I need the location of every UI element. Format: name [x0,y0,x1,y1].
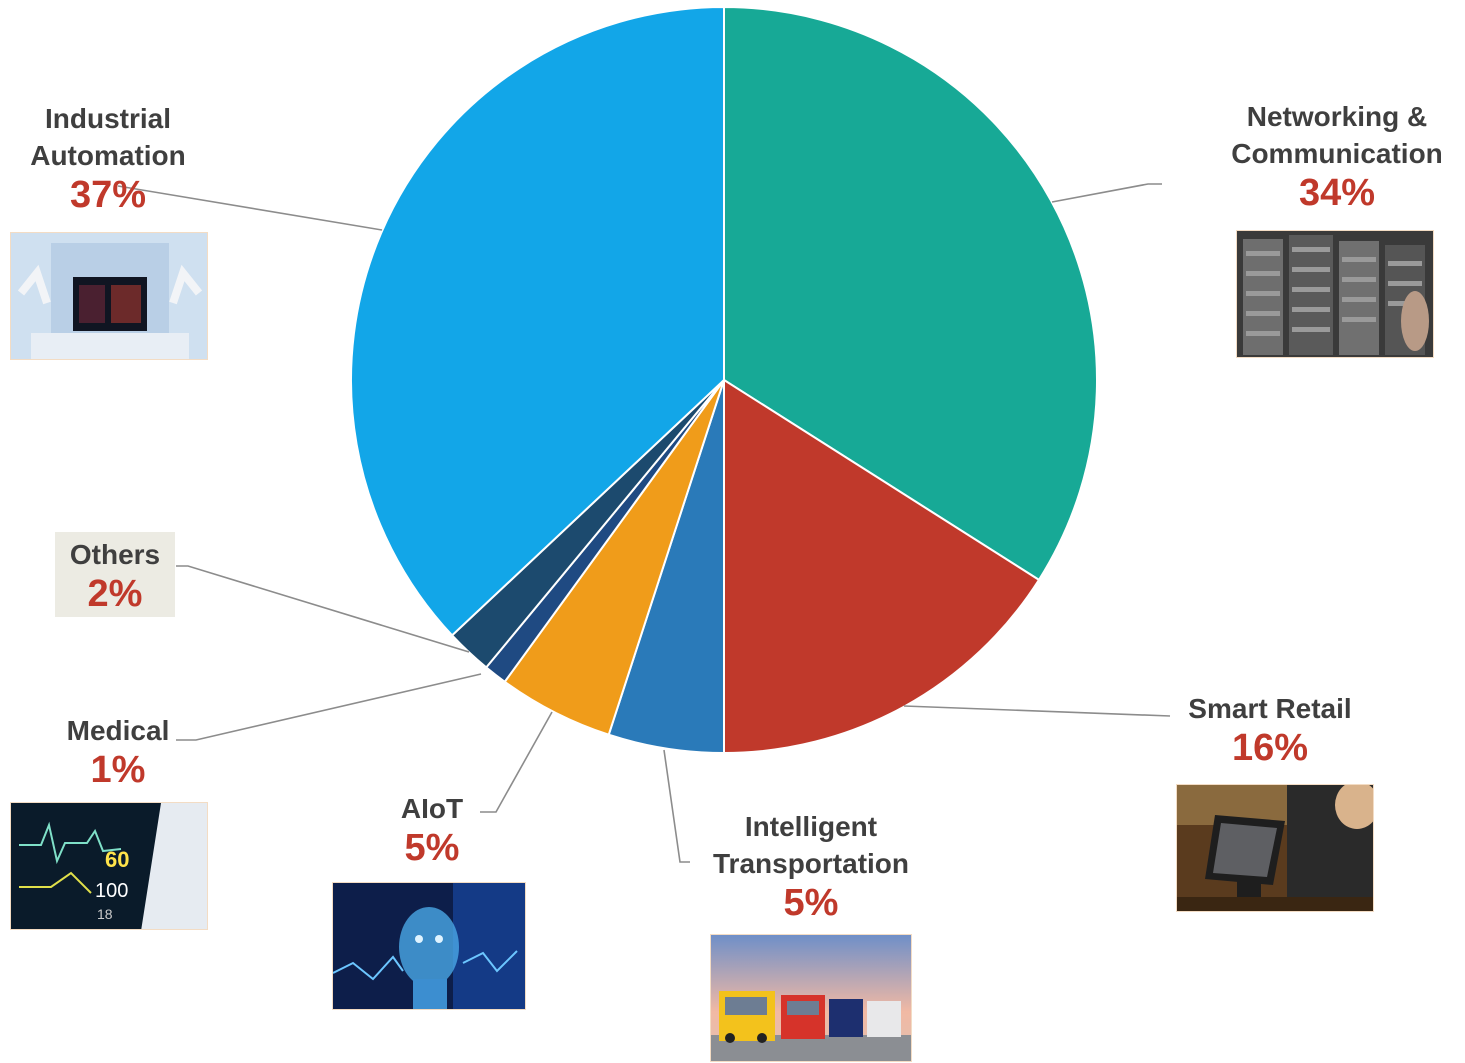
label-aiot-line1: AIoT [400,793,464,824]
pie-slices [350,5,1098,755]
label-others: Others 2% [55,532,175,617]
label-others-line1: Others [69,539,161,570]
label-networking-line2: Communication [1231,138,1443,169]
leader-line-transport [663,749,690,863]
label-retail-line1: Smart Retail [1188,693,1352,724]
heart-monitor-photo: 60 100 18 [10,802,208,930]
label-networking: Networking & Communication 34% [1206,98,1465,214]
label-networking-pct: 34% [1298,172,1376,214]
label-transport-pct: 5% [783,882,839,924]
label-transport-line1: Intelligent [744,811,878,842]
label-aiot-pct: 5% [404,827,460,869]
label-transport-line2: Transportation [712,848,909,879]
svg-text:18: 18 [97,906,113,922]
label-industrial-line1: Industrial [44,103,171,134]
pos-terminal-icon [1177,785,1373,911]
leader-line-others [176,565,470,653]
label-retail: Smart Retail 16% [1160,690,1380,769]
ai-head-icon [333,883,525,1009]
server-rack-photo [1236,230,1434,358]
label-medical-line1: Medical [66,715,170,746]
svg-text:60: 60 [105,847,129,872]
trucks-icon [711,935,911,1061]
leader-line-industrial [117,185,383,231]
leader-line-medical [176,673,482,741]
ai-head-photo [332,882,526,1010]
pie-slice-industrial-automation [350,5,725,637]
leader-line-retail [903,705,1171,717]
svg-text:100: 100 [95,880,128,902]
label-networking-line1: Networking & [1246,101,1428,132]
label-medical-pct: 1% [90,749,146,791]
server-rack-icon [1237,231,1433,357]
label-others-pct: 2% [87,573,143,615]
pie-slice-networking-communication [723,5,1098,582]
label-industrial-pct: 37% [69,174,147,216]
leader-line-aiot [480,711,553,813]
label-aiot: AIoT 5% [372,790,492,869]
label-industrial: Industrial Automation 37% [10,100,206,216]
robot-lab-photo [10,232,208,360]
label-retail-pct: 16% [1231,727,1309,769]
label-transport: Intelligent Transportation 5% [690,808,932,924]
label-medical: Medical 1% [46,712,190,791]
pie-slice-smart-retail [723,378,1041,755]
leader-line-networking [1051,183,1162,203]
label-industrial-line2: Automation [30,140,186,171]
trucks-photo [710,934,912,1062]
leader-lines [117,183,1171,863]
heart-monitor-icon: 60 100 18 [11,803,207,929]
pos-terminal-photo [1176,784,1374,912]
robot-lab-icon [11,233,207,359]
